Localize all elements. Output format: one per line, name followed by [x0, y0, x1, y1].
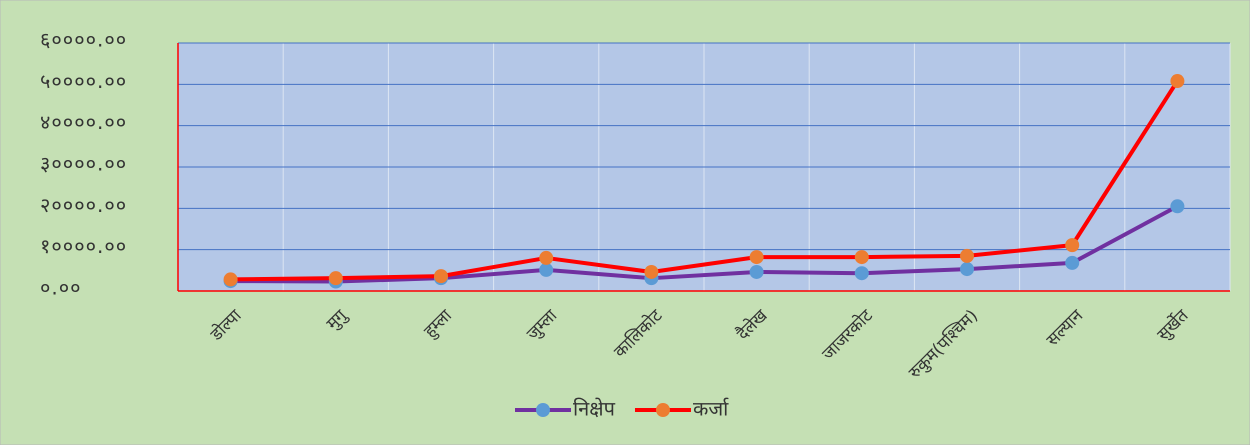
data-point [960, 248, 974, 263]
data-point [539, 250, 554, 265]
y-tick-label: १००००.०० [40, 234, 127, 258]
y-tick-label: ४००००.०० [40, 110, 127, 134]
legend-marker [655, 403, 670, 417]
data-point [1170, 74, 1185, 89]
data-point [749, 264, 764, 279]
data-point [854, 266, 869, 281]
y-tick-label: ५००००.०० [40, 69, 127, 93]
y-tick-label: ०.०० [40, 276, 82, 300]
data-point [539, 262, 554, 277]
data-point [749, 250, 764, 265]
data-point [328, 271, 343, 286]
data-point [434, 269, 448, 284]
data-point [223, 272, 238, 287]
legend-marker [536, 403, 550, 417]
data-point [1065, 255, 1080, 270]
legend-label: निक्षेप [573, 397, 616, 421]
series-line [230, 79, 1180, 282]
y-tick-label: ३००००.०० [40, 152, 127, 176]
data-point [1065, 238, 1080, 253]
data-point [1170, 199, 1185, 214]
y-tick-label: ६००००.०० [40, 28, 127, 52]
legend-label: कर्जा [693, 397, 729, 421]
data-point [960, 262, 974, 277]
data-point [644, 264, 659, 279]
data-point [854, 250, 869, 265]
series-line [230, 204, 1179, 284]
y-tick-label: २००००.०० [40, 193, 127, 217]
